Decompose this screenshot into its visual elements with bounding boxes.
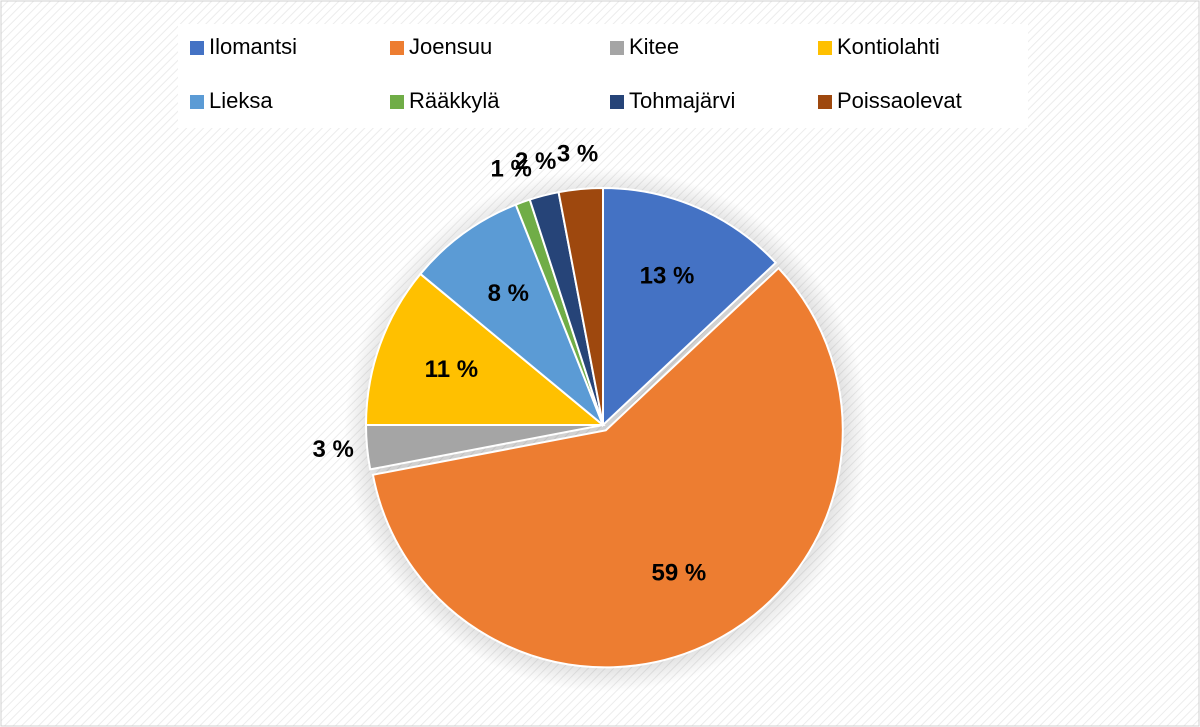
legend-label: Ilomantsi xyxy=(209,34,297,59)
legend-swatch xyxy=(390,95,404,109)
data-label: 1 % xyxy=(491,155,532,182)
legend-label: Joensuu xyxy=(409,34,492,59)
legend-background xyxy=(178,24,1028,128)
legend-label: Tohmajärvi xyxy=(629,88,735,113)
legend-label: Rääkkylä xyxy=(409,88,500,113)
data-label: 2 % xyxy=(515,148,556,175)
data-label: 3 % xyxy=(313,436,354,463)
pie-slice xyxy=(418,203,604,426)
legend-swatch xyxy=(610,95,624,109)
legend-label: Kitee xyxy=(629,34,679,59)
legend-swatch xyxy=(818,41,832,55)
legend-swatch xyxy=(390,41,404,55)
pie-slice xyxy=(364,272,606,426)
legend-swatch xyxy=(190,95,204,109)
legend-label: Kontiolahti xyxy=(837,34,940,59)
legend-swatch xyxy=(190,41,204,55)
legend-swatch xyxy=(818,95,832,109)
legend-swatch xyxy=(610,41,624,55)
pie-slice xyxy=(371,266,844,669)
pie-slice xyxy=(602,186,778,428)
data-label: 13 % xyxy=(640,262,695,289)
data-label: 3 % xyxy=(557,141,598,168)
legend-label: Poissaolevat xyxy=(837,88,962,113)
pie-slice xyxy=(557,186,604,426)
data-label: 8 % xyxy=(488,280,529,307)
data-label: 11 % xyxy=(425,356,478,383)
legend-label: Lieksa xyxy=(209,88,273,113)
data-label: 59 % xyxy=(652,559,707,586)
